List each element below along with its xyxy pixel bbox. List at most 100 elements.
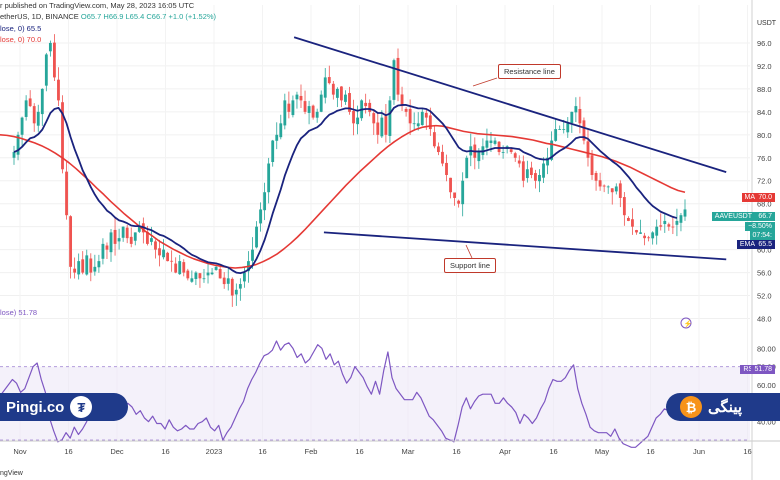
candle — [618, 183, 622, 198]
currency-text: USDT — [757, 20, 777, 27]
ma-tag-label: MA — [741, 193, 758, 202]
time-tick-label: Apr — [499, 447, 511, 456]
candle — [485, 140, 489, 148]
candle — [263, 192, 267, 211]
candle — [525, 169, 529, 179]
candle — [586, 141, 590, 158]
rsi-legend[interactable]: lose) 51.78 — [0, 308, 37, 317]
candle — [234, 289, 238, 295]
candle — [348, 93, 351, 112]
candle — [57, 79, 60, 101]
candle — [44, 54, 48, 86]
candle — [356, 117, 359, 125]
candle — [606, 186, 610, 188]
candle — [93, 266, 97, 272]
time-tick-label: 2023 — [206, 447, 223, 456]
candle — [574, 106, 578, 113]
trendline — [323, 231, 727, 261]
candle — [424, 112, 428, 118]
candle — [162, 249, 165, 258]
candle — [404, 108, 408, 112]
rsi-tick-label: 40.00 — [757, 418, 776, 427]
candle — [20, 117, 24, 135]
brand-left-text: Pingi.co — [6, 398, 65, 416]
candle — [453, 192, 457, 198]
candle — [166, 252, 170, 262]
candle — [647, 237, 651, 239]
resistance-annotation[interactable]: Resistance line — [498, 64, 561, 79]
brand-left-pill[interactable]: Pingi.co ₮ — [0, 393, 128, 421]
time-tick-label: 16 — [743, 447, 751, 456]
ma-legend-text: lose, 0) 70.0 — [0, 35, 42, 44]
event-icon[interactable] — [680, 317, 692, 329]
candle — [40, 88, 44, 115]
symbol-text: etherUS, 1D, BINANCE — [0, 12, 79, 21]
candle — [432, 132, 436, 147]
price-tick-label: 84.0 — [757, 108, 772, 117]
candle — [97, 261, 101, 268]
price-axis: 96.092.088.084.080.076.072.068.064.060.0… — [757, 39, 772, 324]
candle — [477, 152, 481, 162]
price-tag: 66.7 — [755, 212, 775, 221]
candle — [594, 172, 598, 181]
candle — [323, 77, 327, 98]
candle — [28, 98, 32, 107]
candle — [186, 270, 190, 279]
candle — [562, 129, 566, 130]
ma-legend[interactable]: lose, 0) 70.0 — [0, 35, 41, 44]
candle — [400, 94, 404, 107]
change-value: +1.0 (+1.52%) — [168, 12, 217, 21]
candle — [566, 123, 570, 133]
candle — [16, 134, 20, 155]
resistance-pointer — [472, 77, 498, 87]
brand-right-pill[interactable]: ₿ پینگی — [666, 393, 780, 421]
candle — [12, 152, 16, 158]
candle — [32, 106, 36, 124]
time-tick-label: Jun — [693, 447, 705, 456]
candle — [570, 111, 574, 123]
candle — [190, 278, 194, 282]
candle — [542, 163, 545, 178]
ema-legend-text: lose, 0) 65.5 — [0, 24, 42, 33]
candle — [65, 171, 68, 216]
ma-line — [0, 124, 686, 269]
candle — [48, 42, 52, 52]
candle — [388, 100, 392, 136]
candle — [69, 216, 73, 267]
publish-text: r published on TradingView.com, May 28, … — [0, 1, 195, 10]
candle — [631, 219, 634, 227]
tradingview-footer: ngView — [0, 470, 23, 477]
ma-series — [0, 124, 686, 269]
candle — [683, 209, 687, 217]
candle — [137, 226, 141, 232]
resistance-text: Resistance line — [504, 67, 555, 76]
candle — [242, 272, 246, 282]
candle — [218, 269, 222, 279]
candle — [267, 163, 271, 193]
high-value: H66.9 — [103, 12, 124, 21]
candle — [465, 157, 469, 179]
candle — [303, 101, 307, 112]
time-tick-label: Mar — [402, 447, 415, 456]
candle — [315, 111, 319, 118]
candle — [24, 100, 28, 117]
candle — [85, 255, 89, 275]
candle — [194, 272, 198, 279]
candle — [380, 117, 384, 137]
candle — [275, 134, 279, 141]
rsi-tick-label: 60.00 — [757, 381, 776, 390]
rsi-tag: 51.78 — [751, 365, 775, 374]
candle — [659, 225, 663, 227]
support-annotation[interactable]: Support line — [444, 258, 497, 273]
footer-text: ngView — [0, 470, 23, 477]
ema-tag-label: EMA — [736, 240, 758, 249]
ema-legend[interactable]: lose, 0) 65.5 — [0, 24, 41, 33]
candle — [210, 272, 214, 275]
candle — [550, 140, 554, 160]
candle — [89, 258, 93, 273]
candle — [622, 197, 626, 216]
candle — [554, 129, 558, 141]
candle — [614, 186, 618, 192]
candle — [73, 268, 77, 273]
countdown-tag: 07:54: — [749, 231, 775, 240]
